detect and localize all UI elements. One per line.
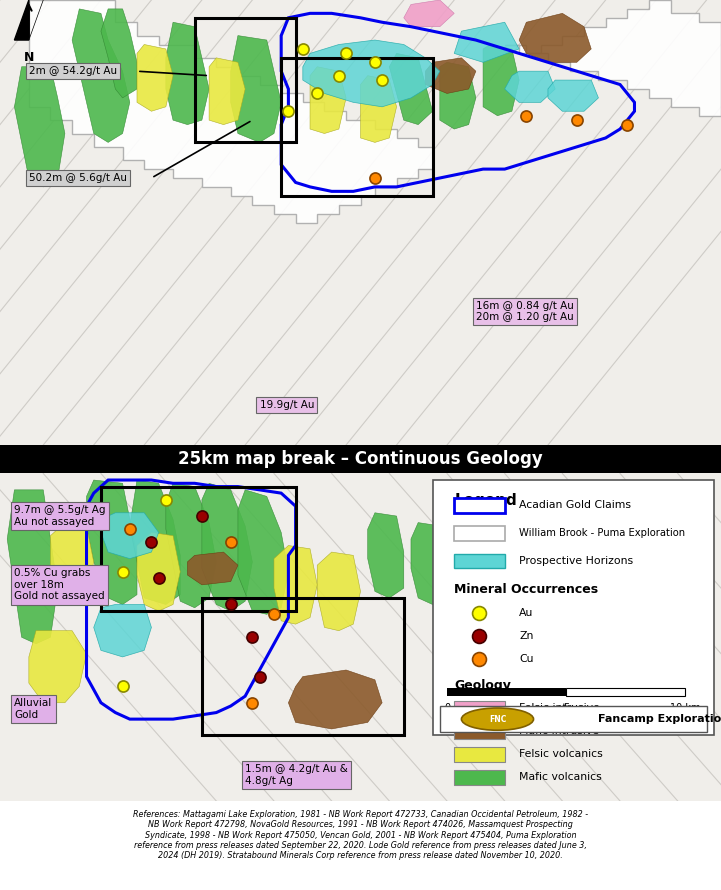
Text: Felsic volcanics: Felsic volcanics [519,749,603,759]
Bar [281,58,433,196]
Polygon shape [87,480,137,604]
Polygon shape [317,552,360,631]
Polygon shape [29,0,43,40]
Text: Legend: Legend [454,493,517,508]
Text: Prospective Horizons: Prospective Horizons [519,556,633,566]
Polygon shape [368,513,404,598]
Text: FNC: FNC [489,715,506,724]
Bar [454,701,505,716]
Text: William Brook - Puma Exploration: William Brook - Puma Exploration [519,529,685,538]
Text: Alluvial
Gold: Alluvial Gold [14,699,53,720]
Text: Felsic intrusive: Felsic intrusive [519,703,600,714]
Text: 5: 5 [563,703,569,713]
Text: 9.7m @ 5.5g/t Ag
Au not assayed: 9.7m @ 5.5g/t Ag Au not assayed [14,506,106,527]
Bar [433,480,714,735]
Text: Geology: Geology [454,679,511,692]
Bar [101,487,296,611]
Text: 0: 0 [444,703,450,713]
Polygon shape [519,13,591,62]
Text: 1.5m @ 4.2g/t Au &
4.8g/t Ag: 1.5m @ 4.2g/t Au & 4.8g/t Ag [245,764,348,786]
Polygon shape [50,522,94,602]
Polygon shape [130,480,180,604]
Polygon shape [360,76,397,142]
Ellipse shape [461,708,534,731]
Text: Mafic Intrusive: Mafic Intrusive [519,726,599,736]
Polygon shape [483,44,519,116]
Polygon shape [238,490,288,614]
Polygon shape [72,9,130,142]
Polygon shape [29,631,87,703]
Bar [454,747,505,762]
Text: 16m @ 0.84 g/t Au
20m @ 1.20 g/t Au: 16m @ 0.84 g/t Au 20m @ 1.20 g/t Au [476,301,574,322]
Polygon shape [209,58,245,125]
Polygon shape [166,22,209,125]
Bar [566,688,685,696]
Polygon shape [137,532,180,611]
Text: Acadian Gold Claims: Acadian Gold Claims [519,500,631,510]
Text: 25km map break – Continuous Geology: 25km map break – Continuous Geology [178,450,543,468]
Polygon shape [14,67,65,187]
Polygon shape [274,546,317,624]
Polygon shape [94,604,151,657]
Bar [195,18,296,142]
Polygon shape [389,53,433,125]
Text: 2m @ 54.2g/t Au: 2m @ 54.2g/t Au [29,66,117,77]
Bar [440,706,707,732]
Polygon shape [288,670,382,729]
Polygon shape [101,513,159,559]
Text: N: N [24,52,34,64]
Polygon shape [231,36,281,142]
Text: 19.9g/t Au: 19.9g/t Au [260,400,314,410]
Polygon shape [404,0,454,27]
Text: Mafic volcanics: Mafic volcanics [519,773,602,782]
Text: Cu: Cu [519,654,534,664]
Polygon shape [505,71,555,102]
Bar [454,526,505,540]
Text: Zn: Zn [519,631,534,642]
Text: 10 km: 10 km [670,703,700,713]
Polygon shape [440,62,476,129]
Polygon shape [202,483,252,611]
Polygon shape [187,552,238,585]
Polygon shape [101,9,137,98]
Polygon shape [454,22,519,62]
Bar [447,688,566,696]
Text: Au: Au [519,609,534,619]
Text: Mineral Occurrences: Mineral Occurrences [454,583,598,596]
Polygon shape [166,483,216,608]
Polygon shape [310,67,346,134]
Text: References: Mattagami Lake Exploration, 1981 - NB Work Report 472733, Canadian O: References: Mattagami Lake Exploration, … [133,810,588,861]
Bar [454,770,505,785]
Polygon shape [425,58,476,93]
Bar [454,554,505,569]
Text: Fancamp Exploration Ltd.: Fancamp Exploration Ltd. [598,714,721,724]
Text: 50.2m @ 5.6g/t Au: 50.2m @ 5.6g/t Au [29,173,127,183]
Polygon shape [303,40,440,107]
Polygon shape [411,522,447,604]
Polygon shape [505,0,721,116]
Polygon shape [29,0,433,222]
Bar [454,724,505,739]
Polygon shape [7,490,58,643]
Polygon shape [14,0,29,40]
Bar [454,498,505,513]
Bar [202,598,404,735]
Polygon shape [137,44,173,111]
Polygon shape [548,80,598,111]
Text: 0.5% Cu grabs
over 18m
Gold not assayed: 0.5% Cu grabs over 18m Gold not assayed [14,568,105,602]
